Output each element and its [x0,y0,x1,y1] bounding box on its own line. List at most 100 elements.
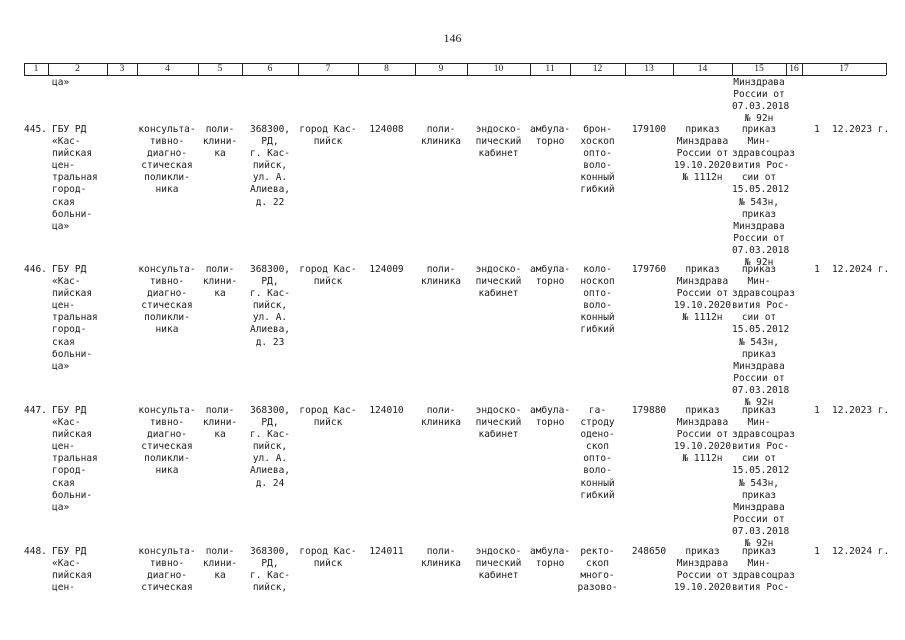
cell-unit-kind: поли- клини- ка [202,264,238,300]
cell-unit-type: консульта- тивно- диагно- стическая поли… [138,405,196,477]
header-column-number: 9 [438,64,444,74]
header-column-separator [732,63,733,75]
header-bottom-rule [24,75,886,76]
header-column-number: 17 [839,64,849,74]
cell-address: 368300, РД, г. Кас- пийск, [249,546,291,594]
header-column-separator [625,63,626,75]
cell-dept-type: поли- клиника [420,264,462,288]
page-number: 146 [443,31,462,45]
cell-care: амбула- торно [530,405,571,429]
cell-org: ГБУ РД «Кас- пийская цен- [52,546,93,594]
cell-cabinet: эндоско- пический кабинет [475,264,522,300]
header-column-separator [786,63,787,75]
cell-order2: приказ Мин- здравсоцраз вития Рос- сии о… [732,124,795,269]
header-column-number: 13 [644,64,654,74]
cell-city: город Кас- пийск [299,546,357,570]
cell-unit-kind: поли- клини- ка [202,124,238,160]
cell-address: 368300, РД, г. Кас- пийск, ул. А. Алиева… [249,264,291,348]
cell-num: 445. [24,124,47,135]
header-column-separator [802,63,803,75]
cell-city: город Кас- пийск [299,124,357,148]
header-column-number: 6 [267,64,273,74]
cell-qty: 1 [814,124,820,135]
cell-code: 124010 [369,405,404,416]
header-column-number: 16 [789,64,799,74]
cell-cabinet: эндоско- пический кабинет [475,405,522,441]
cell-care: амбула- торно [530,546,571,570]
cell-unit-kind: поли- клини- ка [202,546,238,582]
cell-num: 447. [24,405,47,416]
header-column-separator [24,63,25,75]
cell-code2: 248650 [631,546,667,557]
cell-code2: 179760 [631,264,667,275]
cell-org: ГБУ РД «Кас- пийская цен- тральная город… [52,405,98,513]
header-top-rule [24,63,886,64]
header-column-separator [570,63,571,75]
cell-address: 368300, РД, г. Кас- пийск, ул. А. Алиева… [249,405,291,489]
header-column-separator [242,63,243,75]
header-column-separator [107,63,108,75]
cell-unit-type: консульта- тивно- диагно- стическая поли… [138,124,196,196]
cell-dept-type: поли- клиника [420,124,462,148]
header-column-number: 10 [493,64,504,74]
header-column-number: 11 [545,64,555,74]
cell-org: ГБУ РД «Кас- пийская цен- тральная город… [52,264,98,372]
cell-order: приказ Минздрава России от 19.10.2020 № … [673,405,732,465]
header-column-number: 2 [75,64,80,74]
header-column-separator [673,63,674,75]
cell-unit-type: консульта- тивно- диагно- стическая [138,546,196,594]
cell-qty: 1 [814,546,820,557]
header-column-separator [298,63,299,75]
cell-city: город Кас- пийск [299,264,357,288]
header-column-separator [137,63,138,75]
cell-date: 12.2024 г. [832,546,890,557]
cell-unit-type: консульта- тивно- диагно- стическая поли… [138,264,196,336]
cell-dept-type: поли- клиника [420,405,462,429]
cell-device: брон- хоскоп опто- воло- конный гибкий [580,124,615,196]
cell-qty: 1 [814,405,820,416]
cell-dept-type: поли- клиника [420,546,462,570]
header-column-number: 8 [384,64,389,74]
header-column-separator [530,63,531,75]
header-column-separator [886,63,887,75]
cell-city: город Кас- пийск [299,405,357,429]
cell-device: ректо- скоп много- разово- [577,546,618,594]
cell-order: приказ Минздрава России от 19.10.2020 [673,546,732,594]
header-column-number: 15 [754,64,764,74]
cell-order2: приказ Мин- здравсоцраз вития Рос- сии о… [732,264,795,409]
cell-org: ГБУ РД «Кас- пийская цен- тральная город… [52,124,98,232]
header-column-number: 3 [119,64,125,74]
cell-code2: 179100 [631,124,667,135]
header-column-separator [467,63,468,75]
cell-date: 12.2023 г. [832,405,890,416]
header-column-separator [48,63,49,75]
cell-order2: приказ Мин- здравсоцраз вития Рос- [732,546,795,594]
cell-qty: 1 [814,264,820,275]
header-column-separator [415,63,416,75]
header-column-number: 12 [592,64,603,74]
cell-cabinet: эндоско- пический кабинет [475,124,522,160]
cell-order2: приказ Мин- здравсоцраз вития Рос- сии о… [732,405,795,550]
cell-num: 446. [24,264,47,275]
cell-num: 448. [24,546,47,557]
cell-device: коло- носкоп опто- воло- конный гибкий [580,264,615,336]
cell-code2: 179880 [631,405,667,416]
cell-order: приказ Минздрава России от 19.10.2020 № … [673,264,732,324]
cell-cabinet: эндоско- пический кабинет [475,546,522,582]
header-column-number: 5 [217,64,223,74]
cell-care: амбула- торно [530,264,571,288]
header-column-separator [198,63,199,75]
carry-over-org: ца» [52,77,70,88]
cell-device: га- строду одено- скоп опто- воло- конны… [580,405,615,501]
header-column-separator [358,63,359,75]
header-column-number: 4 [165,64,170,74]
carry-over-order2: Минздрава России от 07.03.2018 № 92н [732,77,790,125]
cell-care: амбула- торно [530,124,571,148]
cell-code: 124008 [369,124,404,135]
header-column-number: 1 [33,64,39,74]
cell-code: 124009 [369,264,404,275]
cell-unit-kind: поли- клини- ка [202,405,238,441]
cell-address: 368300, РД, г. Кас- пийск, ул. А. Алиева… [249,124,291,208]
cell-date: 12.2023 г. [832,124,890,135]
cell-date: 12.2024 г. [832,264,890,275]
